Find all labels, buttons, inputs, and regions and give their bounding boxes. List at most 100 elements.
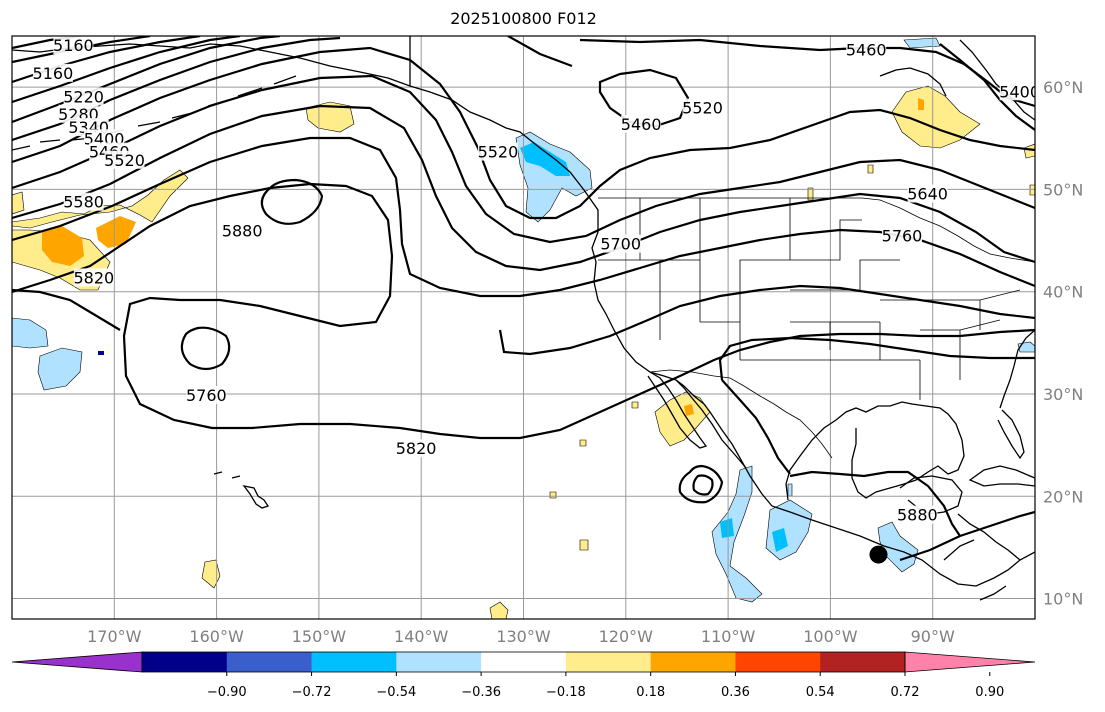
positive-anomaly-area [201,559,221,589]
height-contour [721,379,791,475]
height-contour [180,326,231,371]
contour-label: 5700 [600,235,641,254]
colorbar-extend-high [904,651,1036,673]
colorbar-tick-label: 0.72 [891,685,920,700]
contour-label-background [621,114,662,133]
colorbar-tick-label: 0.54 [806,685,835,700]
us-mexico-border [649,369,833,459]
colorbar-segment [820,652,906,672]
colorbar-tick-label: 0.90 [975,685,1004,700]
contour-label: 5520 [478,143,519,162]
latitude-tick-label: 40°N [1043,283,1083,302]
contour-label-background [53,36,94,55]
contour-label: 5220 [63,87,104,106]
longitude-tick-label: 130°W [496,627,551,646]
positive-anomaly-core [918,98,924,110]
height-contour [507,36,573,68]
colorbar-tick-label: −0.72 [292,685,332,700]
longitude-tick-label: 110°W [701,627,756,646]
latitude-tick-label: 30°N [1043,385,1083,404]
contour-label-background [104,150,145,169]
contour-label: 5880 [897,506,938,525]
height-contour [899,510,1035,562]
contour-label: 5880 [222,221,263,240]
colorbar-segment [311,652,397,672]
contour-label: 5460 [621,115,662,134]
negative-anomaly-area [12,317,49,349]
negative-anomaly-area [711,465,763,603]
negative-anomaly-core [98,351,104,355]
colorbar-segment [650,652,736,672]
latitude-tick-label: 50°N [1043,180,1083,199]
colorbar-segment [226,652,313,672]
contour-label-background [222,221,263,240]
us-state-borders [598,198,1021,400]
contour-label-background [32,63,73,82]
negative-anomaly-core [520,142,570,176]
contour-label-background [882,226,923,245]
contour-label: 5760 [186,386,227,405]
cuba-coastline [968,465,1035,487]
central-america-coastline [943,513,1021,601]
longitude-tick-label: 140°W [394,627,449,646]
height-contour [260,178,324,225]
colorbar: −0.90 −0.72 −0.54 −0.36 −0.18 0.18 0.36 0.54 0.7… [11,651,1036,700]
negative-anomaly-core [720,518,734,538]
contour-label-background [186,386,227,405]
contour-label: 5820 [396,439,437,458]
contour-label-background [73,268,114,287]
contour-label-background [907,184,948,203]
colorbar-tick-label: −0.54 [376,685,416,700]
contour-label: 5520 [682,99,723,118]
height-contour [939,43,1035,131]
height-contour [598,68,690,128]
positive-anomaly-area [1023,143,1035,196]
colorbar-tick-label: −0.18 [546,685,586,700]
height-contour [12,74,1035,244]
map-frame [11,35,1036,620]
latitude-tick-label: 20°N [1043,487,1083,506]
contour-label-background [682,98,723,117]
contour-label-background [396,439,437,458]
height-contour [579,38,1035,108]
colorbar-tick-label: −0.36 [461,685,501,700]
contour-labels: 5160516052205280534054005460552055805880… [32,36,1035,525]
contour-label-background [999,82,1035,101]
positive-anomaly-area [489,601,509,619]
height-contour [692,474,714,496]
height-contour [678,464,724,504]
colorbar-segment [481,652,567,672]
longitude-tick-label: 90°W [911,627,955,646]
colorbar-tick-label: −0.90 [207,685,247,700]
longitude-tick-label: 170°W [87,627,142,646]
longitude-tick-label: 120°W [599,627,654,646]
hawaii-islands [213,471,270,509]
map-title: 2025100800 F012 [450,9,597,28]
colorbar-extend-low [11,651,143,673]
map-area[interactable]: 5160516052205280534054005460552055805880… [12,36,1040,619]
positive-anomaly-area [654,391,711,447]
colorbar-tick-label: 0.18 [636,685,665,700]
height-contour [12,136,1035,298]
gulf-of-california-coastline [675,379,747,469]
contour-label: 5520 [104,151,145,170]
contour-label-background [63,192,104,211]
gulf-coast [785,401,965,501]
contour-label: 5460 [846,40,887,59]
height-contour [12,182,1035,440]
negative-anomaly-area [903,37,941,49]
east-coast [999,329,1035,409]
contour-label: 5580 [63,193,104,212]
contour-label-background [846,40,887,59]
longitude-tick-label: 160°W [189,627,244,646]
longitude-tick-label: 100°W [803,627,858,646]
colorbar-segments [11,651,1036,673]
negative-anomaly-area [765,499,813,561]
height-contour [12,288,121,331]
height-contour [718,336,1035,381]
colorbar-outline [141,651,906,673]
negative-anomaly-area [37,347,83,391]
colorbar-segment [565,652,652,672]
latitude-tick-label: 60°N [1043,78,1083,97]
